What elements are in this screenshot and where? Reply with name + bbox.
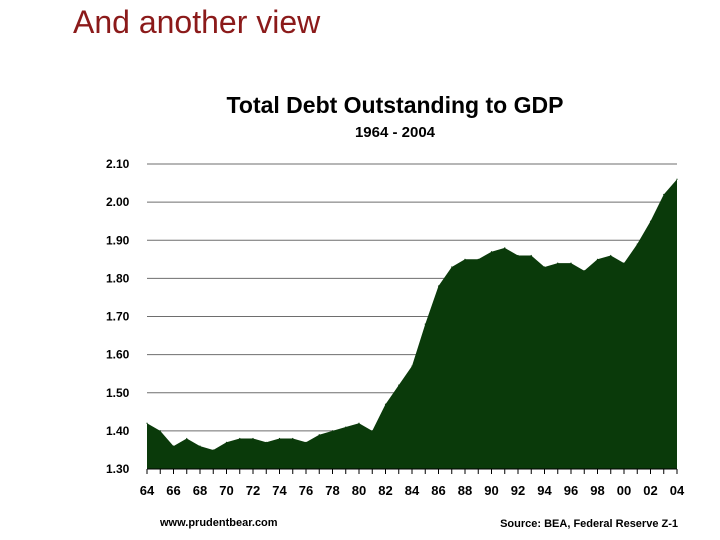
y-tick-label: 1.40 (106, 424, 130, 438)
data-point-1986 (437, 285, 440, 287)
footer-website: www.prudentbear.com (159, 517, 278, 529)
data-point-1992 (517, 254, 519, 257)
plot-area (146, 178, 678, 469)
data-point-2002 (649, 220, 652, 222)
y-tick-label: 2.10 (106, 157, 130, 171)
data-point-1967 (186, 437, 188, 440)
x-tick-label: 74 (272, 483, 287, 498)
data-point-1983 (398, 384, 400, 386)
x-tick-label: 96 (564, 483, 578, 498)
debt-to-gdp-area (147, 179, 677, 469)
data-point-1980 (358, 422, 360, 424)
y-tick-label: 1.50 (106, 386, 130, 400)
x-tick-label: 90 (484, 483, 498, 498)
data-point-1982 (384, 403, 387, 405)
data-point-2004 (676, 178, 678, 180)
y-axis-ticks: 2.10 2.00 1.90 1.80 1.70 1.60 1.50 1.40 1.30 (106, 157, 130, 476)
chart-title: Total Debt Outstanding to GDP (227, 92, 564, 118)
data-point-1969 (212, 449, 214, 451)
x-tick-label: 80 (352, 483, 366, 498)
x-tick-label: 94 (537, 483, 552, 498)
chart-subtitle: 1964 - 2004 (355, 124, 436, 141)
data-point-1973 (265, 441, 267, 443)
data-point-1993 (530, 254, 532, 257)
data-point-1978 (331, 430, 334, 432)
data-point-1991 (504, 247, 506, 249)
data-point-1999 (610, 254, 612, 257)
footer-source: Source: BEA, Federal Reserve Z-1 (500, 518, 678, 530)
data-point-1995 (557, 262, 559, 264)
data-point-1981 (371, 430, 373, 432)
data-point-1988 (464, 258, 466, 260)
y-tick-label: 1.70 (106, 310, 130, 324)
x-tick-label: 88 (458, 483, 472, 498)
x-tick-label: 76 (299, 483, 313, 498)
data-point-1965 (159, 430, 161, 432)
data-point-1987 (451, 266, 453, 268)
x-tick-label: 00 (617, 483, 631, 498)
x-axis-ticks: 64 66 68 70 72 74 76 78 80 82 84 86 88 90 92 94 96 98 00 02… (140, 483, 685, 498)
data-point-1997 (583, 270, 585, 272)
data-point-1972 (252, 437, 254, 440)
data-point-2003 (663, 193, 665, 196)
data-point-1975 (292, 437, 294, 440)
data-point-1985 (424, 323, 426, 325)
x-tick-label: 84 (405, 483, 420, 498)
x-tick-label: 82 (378, 483, 392, 498)
slide-title: And another view (73, 4, 321, 40)
data-point-1970 (225, 441, 228, 443)
data-point-1966 (172, 445, 175, 447)
data-point-1968 (199, 445, 201, 447)
data-point-1964 (146, 422, 148, 424)
data-point-1998 (596, 258, 599, 260)
data-point-1977 (318, 434, 320, 436)
data-point-1994 (543, 266, 546, 268)
data-point-2001 (636, 243, 638, 245)
data-point-1974 (278, 437, 281, 440)
y-tick-label: 1.80 (106, 271, 130, 285)
data-point-1979 (345, 426, 347, 428)
x-tick-label: 70 (219, 483, 233, 498)
x-tick-label: 68 (193, 483, 207, 498)
x-tick-label: 72 (246, 483, 260, 498)
y-tick-label: 1.30 (106, 462, 130, 476)
x-tick-label: 86 (431, 483, 445, 498)
data-point-1990 (490, 251, 493, 253)
axes (146, 468, 678, 474)
data-point-1976 (305, 441, 307, 443)
data-point-2000 (623, 262, 625, 264)
data-point-1971 (239, 437, 241, 440)
x-tick-label: 78 (325, 483, 339, 498)
y-tick-label: 1.90 (106, 233, 130, 247)
x-tick-label: 64 (140, 483, 155, 498)
x-tick-label: 98 (590, 483, 604, 498)
x-tick-label: 02 (643, 483, 657, 498)
x-tick-label: 04 (670, 483, 685, 498)
x-tick-label: 92 (511, 483, 525, 498)
data-point-1996 (570, 262, 572, 264)
y-tick-label: 1.60 (106, 348, 130, 362)
x-tick-label: 66 (166, 483, 180, 498)
y-tick-label: 2.00 (106, 195, 130, 209)
data-point-1984 (411, 365, 413, 367)
data-point-1989 (477, 258, 479, 260)
